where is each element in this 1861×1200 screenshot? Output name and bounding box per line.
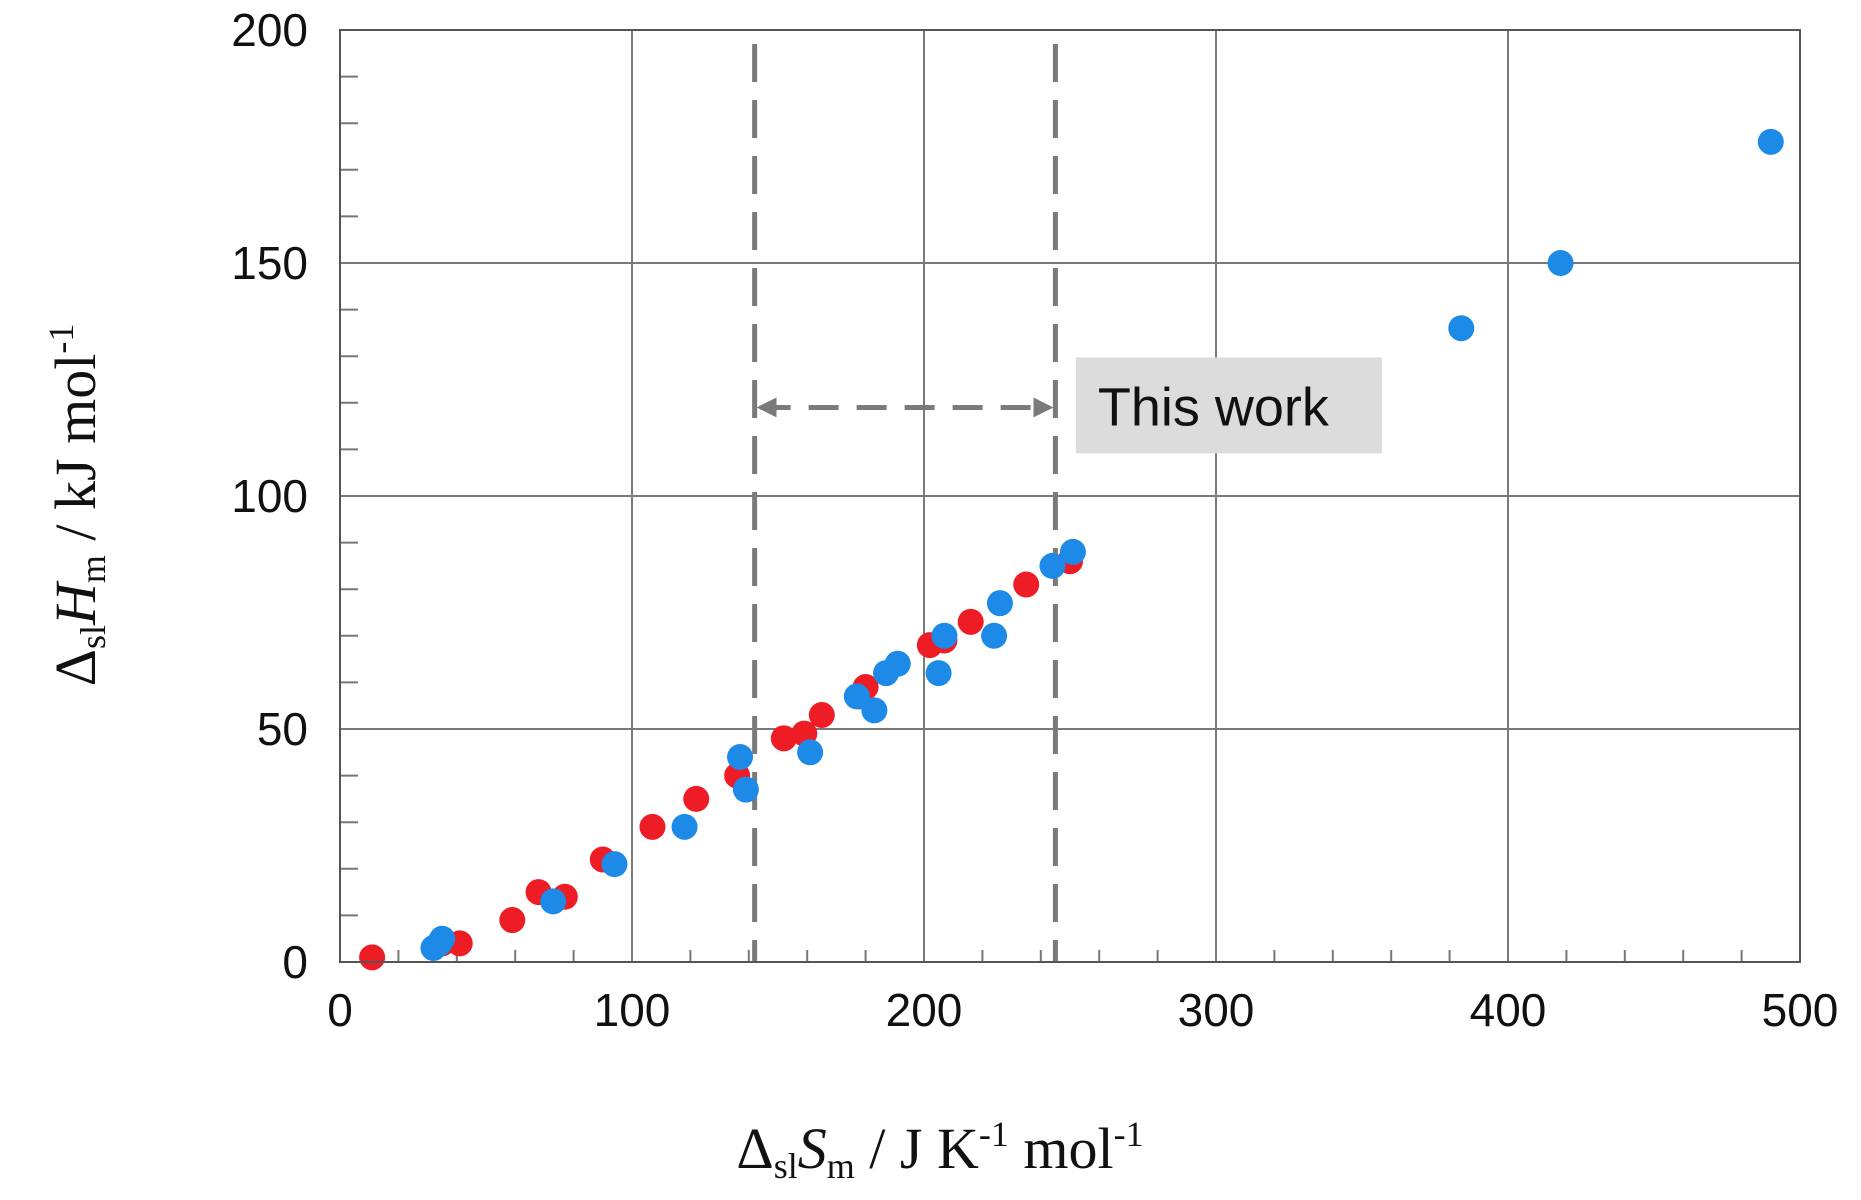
y-tick-label: 100 (231, 470, 308, 522)
y-tick-label: 150 (231, 237, 308, 289)
x-tick-label: 100 (594, 984, 671, 1036)
blue-data-point (981, 622, 1008, 649)
red-data-point (770, 725, 797, 752)
tick-labels: 0 100 200 300 400 500 0 50 100 150 200 (231, 4, 1838, 1036)
blue-data-point (601, 851, 628, 878)
blue-data-point (1059, 538, 1086, 565)
red-data-point (957, 608, 984, 635)
blue-data-point (931, 622, 958, 649)
blue-data-point (671, 813, 698, 840)
x-axis-title: ΔslSm / J K-1 mol-1 (736, 1114, 1143, 1186)
y-axis-title: ΔslHm / kJ mol-1 (41, 324, 113, 687)
blue-data-point (727, 743, 754, 770)
red-data-point (499, 907, 526, 934)
blue-data-point (1757, 128, 1784, 155)
blue-data-point (1039, 552, 1066, 579)
red-data-point (639, 813, 666, 840)
blue-data-point (540, 888, 567, 915)
y-tick-label: 0 (282, 936, 308, 988)
red-data-point (359, 944, 386, 971)
minor-ticks (340, 75, 1743, 962)
dashed-lines (752, 43, 1058, 962)
data-points (359, 128, 1784, 971)
red-data-point (1013, 571, 1040, 598)
annotation-box (1075, 357, 1382, 454)
blue-data-point (429, 925, 456, 952)
y-tick-label: 50 (257, 703, 308, 755)
blue-data-point (732, 776, 759, 803)
blue-data-point (797, 739, 824, 766)
blue-data-point (1448, 315, 1475, 342)
blue-data-point (1547, 250, 1574, 276)
plot-frame (339, 29, 1801, 963)
x-tick-label: 500 (1762, 984, 1839, 1036)
annotation: This work (756, 357, 1382, 454)
x-tick-label: 200 (886, 984, 963, 1036)
blue-data-point (925, 660, 952, 687)
x-tick-label: 300 (1178, 984, 1255, 1036)
x-tick-label: 0 (327, 984, 353, 1036)
grid (340, 30, 1800, 962)
red-data-point (683, 785, 710, 812)
y-tick-label: 200 (231, 4, 308, 56)
red-data-point (808, 702, 835, 729)
blue-data-point (884, 650, 911, 677)
blue-data-point (843, 683, 870, 710)
blue-data-point (986, 590, 1013, 617)
annotation-label: This work (1098, 377, 1330, 437)
blue-data-point (861, 697, 888, 724)
x-tick-label: 400 (1470, 984, 1547, 1036)
